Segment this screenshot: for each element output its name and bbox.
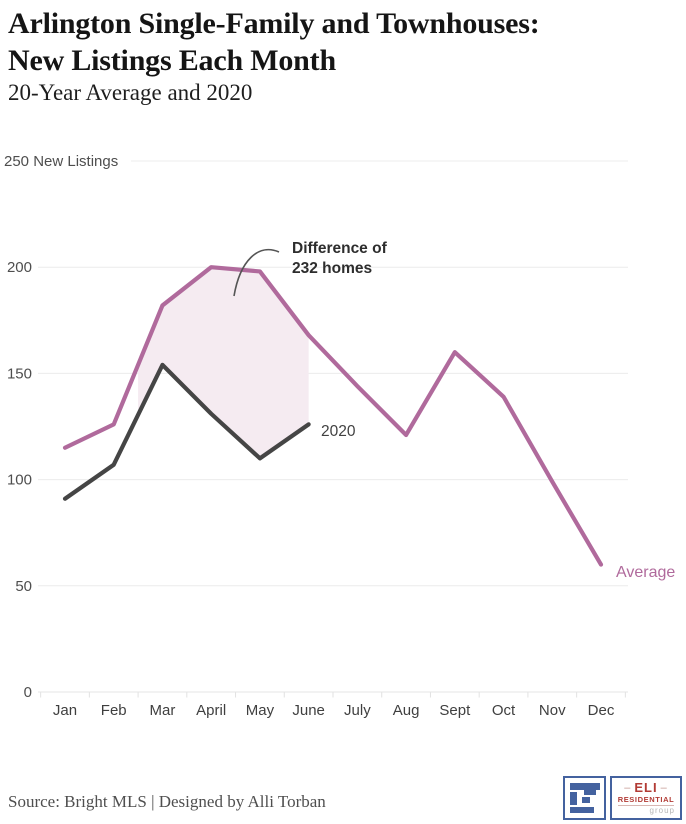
chart-title: Arlington Single-Family and Townhouses: … <box>8 5 540 79</box>
eli-logo-e-icon <box>569 783 600 813</box>
y-tick-label: 150 <box>7 365 32 382</box>
shade-area <box>138 267 309 459</box>
chart-title-line1: Arlington Single-Family and Townhouses: <box>8 7 540 40</box>
y-tick-label: 50 <box>15 578 32 595</box>
chart-title-line2: New Listings Each Month <box>8 44 336 77</box>
annotation-difference-line1: Difference of <box>292 240 388 257</box>
eli-logo-residential: RESIDENTIAL <box>617 795 675 806</box>
month-label: April <box>196 702 226 719</box>
chart-area: 0 50 100 150 200 250 New Listings Jan Feb Mar Apr… <box>0 140 686 740</box>
line-2020 <box>62 362 311 501</box>
y-tick-label: 200 <box>7 259 32 276</box>
eli-logo-dash-right: – <box>660 782 668 794</box>
month-label: Sept <box>439 702 471 719</box>
month-label: Feb <box>101 702 127 719</box>
month-label: Mar <box>150 702 176 719</box>
label-average: Average <box>616 564 675 581</box>
average-line <box>62 265 604 567</box>
label-2020: 2020 <box>321 423 356 440</box>
y-tick-label: 0 <box>24 684 32 701</box>
chart-subtitle: 20-Year Average and 2020 <box>8 80 253 105</box>
y-axis-top-label: 250 New Listings <box>4 153 118 170</box>
y-tick-label: 100 <box>7 472 32 489</box>
eli-logo-group: group <box>649 806 675 815</box>
eli-logo-dash-left: – <box>624 782 632 794</box>
eli-logo-name: – ELI – <box>624 781 667 795</box>
month-label: Nov <box>539 702 566 719</box>
eli-logo-text: – ELI – RESIDENTIAL group <box>610 776 682 820</box>
eli-logo: – ELI – RESIDENTIAL group <box>563 776 682 820</box>
month-label: July <box>344 702 371 719</box>
source-credit: Source: Bright MLS | Designed by Alli To… <box>8 792 326 811</box>
chart-svg: 0 50 100 150 200 250 New Listings Jan Feb Mar Apr… <box>4 153 675 719</box>
month-label: Dec <box>588 702 615 719</box>
month-label: June <box>292 702 325 719</box>
eli-logo-mark <box>563 776 606 820</box>
annotation-difference-line2: 232 homes <box>292 260 372 277</box>
month-label: Oct <box>492 702 516 719</box>
annotation-curve <box>233 248 280 297</box>
month-label: May <box>246 702 275 719</box>
month-label: Jan <box>53 702 77 719</box>
eli-logo-eli: ELI <box>634 780 658 795</box>
month-label: Aug <box>393 702 420 719</box>
